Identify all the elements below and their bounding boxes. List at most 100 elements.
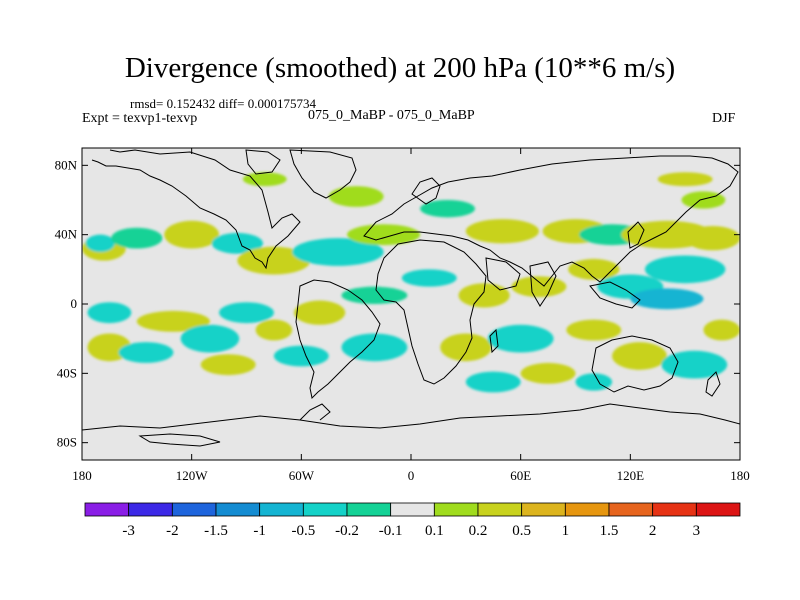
divergence-cell-4 — [211, 232, 263, 254]
colorbar-label-13: 3 — [693, 523, 701, 539]
coastline-australia — [591, 335, 679, 393]
experiment-label: Expt = texvp1-texvp — [82, 111, 198, 126]
colorbar-swatch-1 — [128, 502, 173, 517]
colorbar-label-2: -1.5 — [204, 523, 228, 539]
colorbar-swatch-6 — [346, 502, 392, 517]
divergence-cell-40 — [661, 350, 728, 379]
coastline-ross-ice — [138, 433, 221, 447]
coastline-maritime-asia — [589, 281, 641, 309]
divergence-cell-32 — [255, 319, 293, 341]
colorbar-swatch-0 — [84, 502, 130, 517]
divergence-cell-9 — [242, 172, 287, 187]
coastline-greenland — [289, 149, 357, 199]
rmsd-diff-stats: rmsd= 0.152432 diff= 0.000175734 — [130, 96, 316, 111]
x-tick-label-1: 120W — [176, 468, 209, 483]
coastline-antarctica — [82, 403, 740, 431]
y-tick-label-3: 40S — [57, 365, 77, 380]
coastline-japan — [627, 221, 645, 249]
colorbar-swatch-13 — [652, 502, 697, 517]
divergence-cell-25 — [219, 302, 274, 324]
divergence-cell-1 — [85, 234, 115, 252]
colorbar-label-11: 1.5 — [600, 523, 619, 539]
divergence-cell-16 — [644, 255, 726, 284]
divergence-cell-43 — [575, 373, 613, 391]
coastline-africa — [375, 239, 487, 385]
colorbar-label-10: 1 — [562, 523, 570, 539]
divergence-cell-29 — [118, 342, 174, 363]
colorbar-label-3: -1 — [253, 523, 266, 539]
colorbar-swatch-4 — [259, 502, 304, 517]
colorbar-label-7: 0.1 — [425, 523, 444, 539]
divergence-cell-10 — [420, 200, 475, 218]
colorbar-label-1: -2 — [166, 523, 179, 539]
divergence-cell-19 — [568, 258, 620, 280]
divergence-cell-21 — [458, 283, 510, 308]
divergence-cell-37 — [520, 362, 576, 384]
colorbar-label-6: -0.1 — [379, 523, 403, 539]
divergence-cell-8 — [328, 186, 384, 207]
colorbar-swatch-8 — [433, 502, 479, 517]
x-tick-label-5: 120E — [617, 468, 645, 483]
contour-fields — [82, 172, 740, 393]
colorbar: -3 -2 -1.5 -1 -0.5 -0.2 -0.1 0.1 0.2 0.5 1 1.5 2 3 — [84, 502, 741, 539]
divergence-cell-38 — [566, 319, 622, 341]
divergence-cell-11 — [465, 219, 539, 244]
y-axis: 80N 40N 0 40S 80S — [55, 157, 740, 450]
colorbar-label-9: 0.5 — [512, 523, 531, 539]
divergence-cell-41 — [703, 319, 740, 341]
y-tick-label-0: 80N — [55, 157, 78, 172]
colorbar-label-5: -0.2 — [335, 523, 359, 539]
coastline-india — [529, 261, 557, 307]
divergence-cell-15 — [685, 226, 740, 251]
x-tick-label-4: 60E — [510, 468, 531, 483]
x-tick-label-0: 180 — [72, 468, 92, 483]
chart-title: Divergence (smoothed) at 200 hPa (10**6 … — [124, 52, 676, 84]
divergence-cell-2 — [111, 227, 163, 249]
colorbar-swatch-5 — [302, 502, 348, 517]
x-tick-label-2: 60W — [289, 468, 315, 483]
coastline-madagascar — [489, 328, 499, 354]
season-label: DJF — [712, 111, 736, 126]
y-tick-label-1: 40N — [55, 227, 78, 242]
divergence-cell-24 — [294, 300, 346, 325]
divergence-cell-35 — [440, 333, 492, 362]
divergence-cell-3 — [164, 220, 220, 249]
colorbar-swatch-9 — [477, 502, 523, 517]
coastline-arctic-islands — [245, 149, 281, 175]
x-tick-label-6: 180 — [730, 468, 750, 483]
coastline-south-america — [295, 279, 381, 400]
colorbar-label-4: -0.5 — [291, 523, 315, 539]
divergence-cell-23 — [341, 286, 408, 305]
divergence-cell-33 — [273, 345, 329, 367]
coastline-arabia — [485, 257, 521, 291]
divergence-cell-39 — [612, 342, 667, 370]
divergence-cell-27 — [87, 302, 132, 324]
x-axis: 180 120W 60W 0 60E 120E 180 — [72, 148, 750, 483]
coastline-antarctic-peninsula — [299, 403, 331, 421]
x-tick-label-3: 0 — [408, 468, 415, 483]
divergence-cell-42 — [465, 371, 521, 393]
case-names: 075_0_MaBP - 075_0_MaBP — [308, 108, 475, 123]
colorbar-swatch-7 — [390, 502, 435, 517]
colorbar-swatch-2 — [171, 502, 217, 517]
colorbar-swatch-3 — [215, 502, 261, 517]
divergence-cell-30 — [180, 324, 240, 353]
coastline-eurasia — [363, 155, 739, 287]
divergence-cell-36 — [487, 324, 554, 353]
y-tick-label-2: 0 — [71, 296, 78, 311]
divergence-cell-44 — [681, 191, 726, 209]
colorbar-label-8: 0.2 — [469, 523, 488, 539]
coastline-new-zealand — [705, 371, 721, 397]
y-tick-label-4: 80S — [57, 435, 77, 450]
divergence-cell-18 — [630, 288, 704, 310]
divergence-cell-45 — [657, 172, 713, 187]
colorbar-label-12: 2 — [649, 523, 657, 539]
divergence-cell-34 — [341, 333, 408, 362]
divergence-cell-31 — [200, 354, 256, 376]
divergence-cell-26 — [136, 310, 210, 332]
coastline-north-america — [91, 149, 301, 270]
divergence-cell-7 — [347, 224, 421, 246]
divergence-cell-5 — [237, 246, 311, 275]
coastlines — [82, 149, 740, 447]
colorbar-label-0: -3 — [122, 523, 135, 539]
